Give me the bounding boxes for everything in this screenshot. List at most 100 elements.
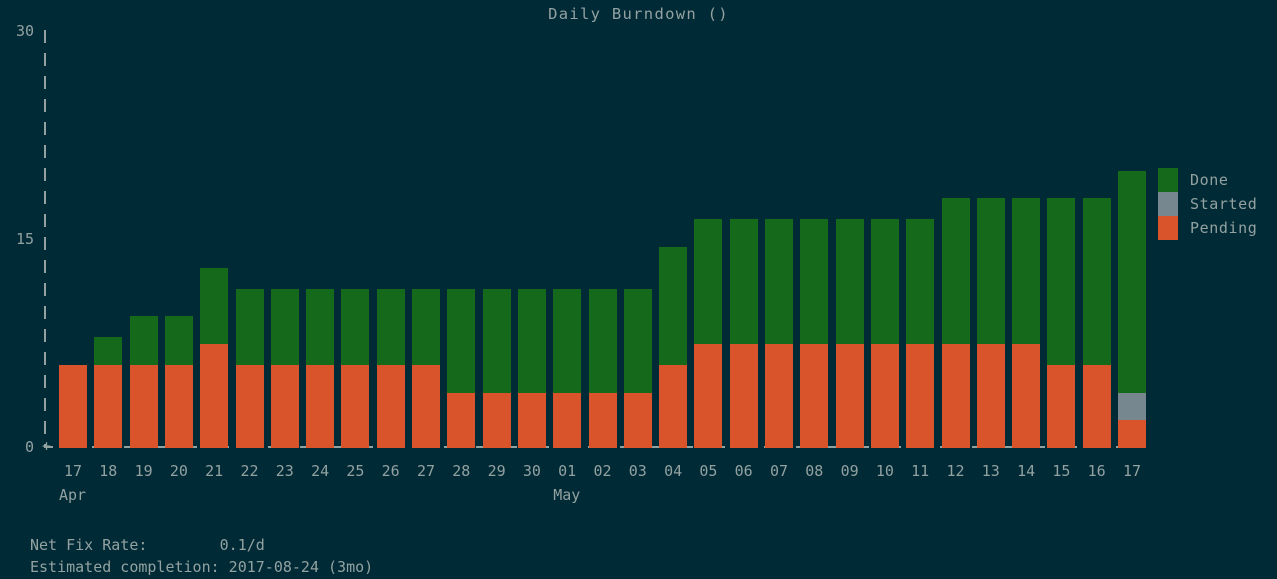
bar-segment-pending	[341, 364, 370, 448]
bar-segment-pending	[1012, 344, 1041, 448]
bar-segment-pending	[129, 364, 158, 448]
bar-segment-done	[129, 316, 158, 365]
x-tick-label: 18	[99, 462, 118, 480]
bar-segment-done	[306, 288, 335, 365]
bar-segment-pending	[906, 344, 935, 448]
x-tick-label: 28	[452, 462, 471, 480]
bar-segment-pending	[659, 364, 688, 448]
bar-group	[59, 364, 87, 448]
bar-segment-done	[835, 219, 864, 344]
bar-segment-done	[412, 288, 440, 365]
bar-group	[164, 316, 193, 448]
chart-title: Daily Burndown ()	[548, 5, 729, 23]
legend-swatch-started	[1158, 192, 1178, 216]
bar-segment-done	[941, 198, 970, 344]
bar-segment-done	[870, 219, 899, 344]
bar-segment-pending	[270, 364, 299, 448]
bar-group	[235, 288, 264, 448]
bar-segment-done	[906, 219, 935, 344]
bar-group	[341, 288, 370, 448]
bar-group	[306, 288, 335, 448]
bar-group	[870, 219, 899, 448]
bar-segment-pending	[553, 392, 582, 448]
bar-segment-pending	[835, 344, 864, 448]
bar-group	[447, 288, 476, 448]
bar-segment-pending	[623, 392, 652, 448]
bar-segment-done	[1118, 170, 1146, 393]
bar-group	[1118, 170, 1146, 448]
bar-segment-pending	[870, 344, 899, 448]
bar-group	[200, 267, 229, 448]
y-tick-label: 30	[15, 22, 34, 40]
x-tick-label: 07	[769, 462, 789, 480]
x-tick-label: 14	[1017, 462, 1036, 480]
bar-segment-done	[376, 288, 405, 365]
x-tick-label: 17	[1122, 462, 1142, 480]
bar-segment-pending	[376, 364, 405, 448]
legend-label: Done	[1190, 171, 1229, 189]
axis-origin-marker: +	[42, 437, 52, 455]
y-axis	[44, 30, 46, 448]
bar-segment-pending	[517, 392, 546, 448]
x-tick-label: 08	[805, 462, 824, 480]
chart-legend: Done Started Pending	[1158, 168, 1257, 240]
estimated-completion-line: Estimated completion: 2017-08-24 (3mo)	[30, 558, 374, 576]
legend-row: Done	[1158, 168, 1257, 192]
bar-segment-pending	[482, 392, 511, 448]
x-tick-label: 29	[487, 462, 506, 480]
x-tick-label: 25	[346, 462, 365, 480]
bar-segment-pending	[59, 364, 87, 448]
x-tick-label: 13	[981, 462, 1000, 480]
bar-segment-done	[800, 219, 829, 344]
bar-segment-pending	[1047, 364, 1076, 448]
bar-segment-done	[200, 267, 229, 344]
bar-segment-done	[1012, 198, 1041, 344]
bar-group	[800, 219, 829, 448]
bar-group	[623, 288, 652, 448]
bar-segment-done	[270, 288, 299, 365]
bar-segment-pending	[200, 344, 229, 448]
bar-segment-done	[976, 198, 1005, 344]
bar-segment-done	[765, 219, 793, 344]
x-month-label: May	[553, 486, 581, 504]
net-fix-rate-line: Net Fix Rate: 0.1/d	[30, 536, 265, 554]
bar-group	[517, 288, 546, 448]
bar-group	[659, 246, 688, 448]
bar-segment-pending	[412, 364, 440, 448]
legend-row: Started	[1158, 192, 1257, 216]
bar-segment-done	[341, 288, 370, 365]
bar-segment-done	[694, 219, 723, 344]
bar-group	[941, 198, 970, 448]
y-tick-label: 15	[15, 230, 34, 248]
bar-group	[694, 219, 723, 448]
x-tick-label: 21	[205, 462, 224, 480]
bar-group	[94, 337, 123, 448]
bar-group	[1082, 198, 1111, 448]
bar-group	[588, 288, 617, 448]
bar-segment-done	[447, 288, 476, 393]
bar-segment-done	[482, 288, 511, 393]
bar-segment-started	[1118, 392, 1146, 421]
bar-segment-done	[729, 219, 758, 344]
bar-segment-done	[623, 288, 652, 393]
x-tick-label: 12	[946, 462, 965, 480]
bar-segment-pending	[800, 344, 829, 448]
bar-segment-pending	[729, 344, 758, 448]
bar-group	[553, 288, 582, 448]
x-tick-label: 19	[134, 462, 153, 480]
bar-group	[765, 219, 793, 448]
x-tick-label: 15	[1052, 462, 1071, 480]
bar-segment-done	[164, 316, 193, 365]
bar-segment-done	[1047, 198, 1076, 365]
bar-segment-done	[517, 288, 546, 393]
bar-group	[412, 288, 440, 448]
bar-segment-pending	[588, 392, 617, 448]
bar-segment-done	[1082, 198, 1111, 365]
bar-segment-done	[553, 288, 582, 393]
x-tick-label: 05	[699, 462, 718, 480]
x-tick-label: 23	[275, 462, 294, 480]
bar-group	[1047, 198, 1076, 448]
bar-segment-done	[588, 288, 617, 393]
bar-segment-done	[235, 288, 264, 365]
bar-segment-pending	[164, 364, 193, 448]
